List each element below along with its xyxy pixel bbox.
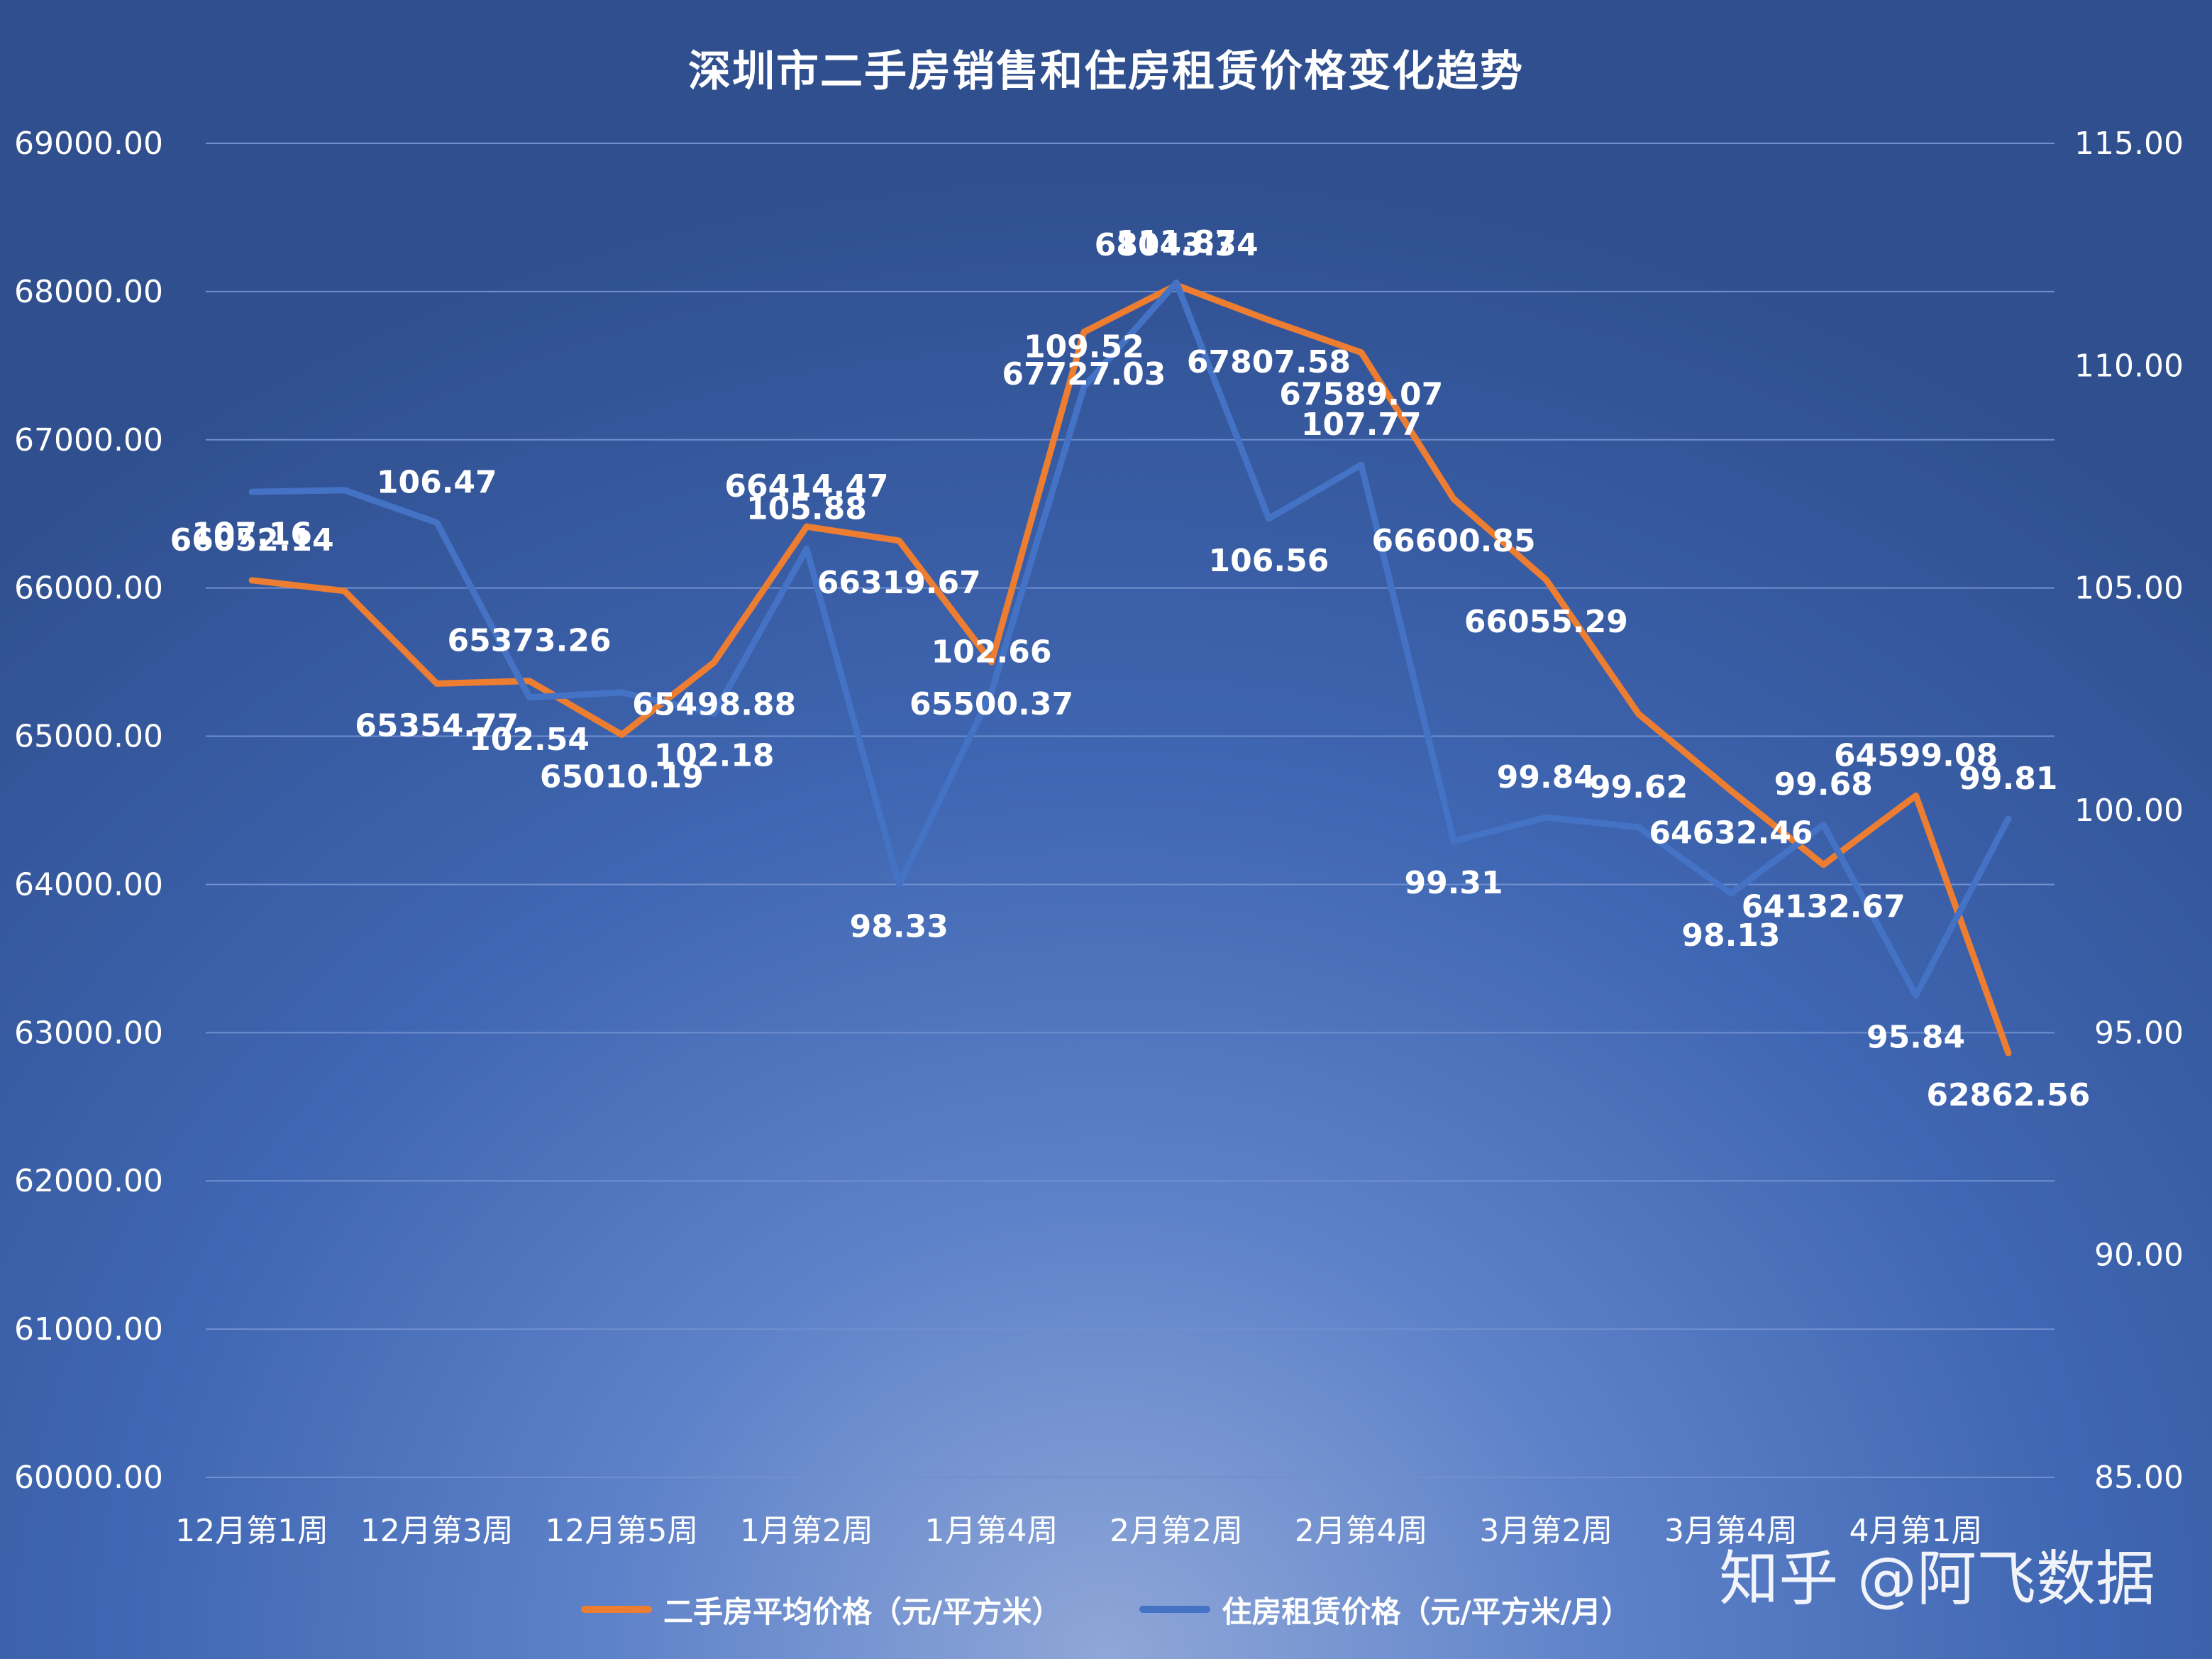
x-tick-label: 1月第2周 bbox=[740, 1513, 873, 1549]
rent-data-label: 99.31 bbox=[1404, 865, 1503, 901]
watermark: 知乎 @阿飞数据 bbox=[1719, 1544, 2155, 1614]
legend-label-rent: 住房租赁价格（元/平方米/月） bbox=[1222, 1594, 1632, 1629]
y-right-tick-label: 105.00 bbox=[2074, 571, 2184, 607]
x-tick-label: 2月第4周 bbox=[1295, 1513, 1428, 1549]
x-tick-label: 12月第1周 bbox=[175, 1513, 328, 1549]
y-right-tick-label: 95.00 bbox=[2094, 1015, 2184, 1051]
y-right-tick-label: 115.00 bbox=[2074, 126, 2184, 162]
sale-data-label: 65354.77 bbox=[355, 707, 519, 744]
rent-data-label: 99.84 bbox=[1497, 759, 1596, 795]
sale-price-line bbox=[248, 282, 2012, 1057]
chart-title: 深圳市二手房销售和住房租赁价格变化趋势 bbox=[688, 47, 1524, 97]
sale-data-label: 62862.56 bbox=[1926, 1077, 2090, 1113]
sale-data-label: 64599.08 bbox=[1834, 737, 1998, 773]
sale-data-label: 66052.14 bbox=[170, 522, 334, 558]
y-left-tick-label: 62000.00 bbox=[14, 1163, 163, 1199]
sale-data-label: 66055.29 bbox=[1464, 604, 1628, 640]
legend-label-sale: 二手房平均价格（元/平方米） bbox=[663, 1594, 1062, 1629]
rent-data-label: 109.52 bbox=[1024, 329, 1144, 365]
sale-data-label: 67589.07 bbox=[1279, 377, 1443, 413]
rent-data-label: 102.18 bbox=[654, 737, 775, 773]
legend-item-sale: 二手房平均价格（元/平方米） bbox=[580, 1588, 1062, 1631]
sale-data-label: 66414.47 bbox=[724, 468, 888, 505]
legend-swatch-rent bbox=[1139, 1606, 1211, 1613]
rent-data-label: 111.87 bbox=[1116, 224, 1237, 260]
sale-data-label: 65500.37 bbox=[909, 686, 1073, 722]
sale-data-label: 64132.67 bbox=[1742, 889, 1906, 925]
y-left-tick-label: 65000.00 bbox=[14, 719, 163, 755]
sale-data-label: 65010.19 bbox=[540, 759, 704, 795]
x-tick-label: 12月第3周 bbox=[360, 1513, 514, 1549]
rent-data-label: 107.77 bbox=[1301, 407, 1422, 443]
rent-data-label: 98.33 bbox=[850, 909, 949, 945]
x-tick-label: 4月第1周 bbox=[1849, 1513, 1983, 1549]
y-left-tick-label: 60000.00 bbox=[14, 1460, 163, 1496]
x-tick-label: 3月第4周 bbox=[1664, 1513, 1798, 1549]
rent-data-label: 99.68 bbox=[1774, 766, 1873, 803]
sale-data-label: 66600.85 bbox=[1372, 523, 1536, 559]
rent-data-label: 107.16 bbox=[192, 516, 312, 552]
legend-swatch-sale bbox=[580, 1606, 652, 1613]
rent-data-label: 102.66 bbox=[931, 634, 1052, 670]
y-left-tick-label: 61000.00 bbox=[14, 1311, 163, 1347]
x-tick-label: 12月第5周 bbox=[545, 1513, 698, 1549]
rent-data-label: 95.84 bbox=[1867, 1020, 1965, 1056]
y-right-tick-label: 90.00 bbox=[2094, 1238, 2184, 1274]
sale-data-label: 67807.58 bbox=[1187, 344, 1351, 380]
rent-price-line bbox=[248, 279, 2012, 999]
y-right-tick-label: 85.00 bbox=[2094, 1460, 2184, 1496]
sale-data-label: 65373.26 bbox=[448, 623, 612, 659]
sale-data-label: 64632.46 bbox=[1649, 815, 1813, 851]
y-right-tick-label: 100.00 bbox=[2074, 793, 2184, 829]
sale-data-label: 66319.67 bbox=[817, 565, 981, 601]
rent-data-label: 106.56 bbox=[1209, 543, 1329, 579]
rent-data-label: 98.13 bbox=[1681, 917, 1780, 954]
y-left-tick-label: 66000.00 bbox=[14, 571, 163, 607]
sale-data-label: 67727.03 bbox=[1002, 356, 1166, 392]
legend: 二手房平均价格（元/平方米） 住房租赁价格（元/平方米/月） bbox=[0, 1588, 2212, 1631]
y-left-tick-label: 63000.00 bbox=[14, 1015, 163, 1051]
sale-data-label: 68043.34 bbox=[1095, 227, 1259, 263]
y-left-tick-label: 68000.00 bbox=[14, 274, 163, 310]
rent-data-label: 106.47 bbox=[377, 465, 497, 501]
y-left-tick-label: 69000.00 bbox=[14, 126, 163, 162]
y-right-tick-label: 110.00 bbox=[2074, 348, 2184, 384]
legend-item-rent: 住房租赁价格（元/平方米/月） bbox=[1139, 1588, 1631, 1631]
x-tick-label: 1月第4周 bbox=[925, 1513, 1058, 1549]
x-tick-label: 2月第2周 bbox=[1110, 1513, 1243, 1549]
y-left-tick-label: 64000.00 bbox=[14, 866, 163, 903]
rent-data-label: 105.88 bbox=[746, 491, 867, 527]
sale-data-label: 65498.88 bbox=[632, 686, 796, 722]
y-left-tick-label: 67000.00 bbox=[14, 422, 163, 458]
rent-data-label: 99.62 bbox=[1589, 769, 1688, 805]
rent-data-label: 102.54 bbox=[469, 722, 590, 758]
x-tick-label: 3月第2周 bbox=[1479, 1513, 1613, 1549]
rent-data-label: 99.81 bbox=[1959, 761, 2057, 797]
